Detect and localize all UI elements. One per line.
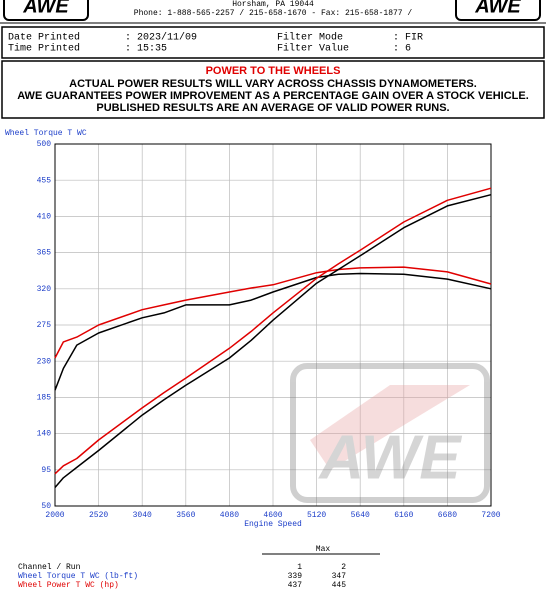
notice-line: AWE GUARANTEES POWER IMPROVEMENT AS A PE… (17, 90, 529, 102)
table-cell: 445 (332, 581, 347, 590)
info-sep: : (393, 33, 399, 44)
y-tick-label: 410 (37, 213, 52, 222)
y-tick-label: 275 (37, 321, 52, 330)
x-tick-label: 2520 (89, 511, 108, 520)
info-value: FIR (405, 33, 423, 44)
x-tick-label: 5640 (351, 511, 370, 520)
info-label: Filter Value (277, 43, 349, 55)
info-value: 6 (405, 44, 411, 55)
info-label: Time Printed (8, 43, 80, 55)
watermark: AWE (290, 363, 490, 503)
y-tick-label: 455 (37, 176, 52, 185)
y-tick-label: 500 (37, 140, 52, 149)
watermark-stripe (310, 385, 470, 470)
y-tick-label: 320 (37, 285, 52, 294)
lines (54, 187, 492, 488)
x-tick-label: 3560 (176, 511, 195, 520)
x-axis-label: Engine Speed (244, 520, 302, 529)
logo-frame (455, 0, 541, 21)
table-cell: 347 (332, 572, 347, 581)
info-label: Filter Mode (277, 32, 343, 44)
table-heading: Max (316, 545, 331, 554)
notice-box (1, 60, 545, 119)
x-tick-label: 6160 (394, 511, 413, 520)
y-tick-label: 365 (37, 249, 52, 258)
y-tick-label: 230 (37, 357, 52, 366)
x-tick-label: 4600 (263, 511, 282, 520)
notice-line: PUBLISHED RESULTS ARE AN AVERAGE OF VALI… (96, 102, 449, 114)
info-sep: : (125, 33, 131, 44)
info-sep: : (125, 44, 131, 55)
series-line (54, 272, 492, 391)
notice-line: ACTUAL POWER RESULTS WILL VARY ACROSS CH… (69, 78, 477, 90)
info-value: 15:35 (137, 44, 167, 55)
x-tick-label: 4080 (220, 511, 239, 520)
series-line (54, 266, 492, 359)
table-cell: Wheel Torque T WC (lb-ft) (18, 572, 138, 581)
series-line (54, 187, 492, 475)
table-cell: Wheel Power T WC (hp) (18, 581, 119, 590)
notice-title: POWER TO THE WHEELS (206, 65, 341, 77)
table-header: 1 (297, 563, 302, 572)
y-tick-label: 185 (37, 394, 52, 403)
x-tick-label: 6680 (438, 511, 457, 520)
info-sep: : (393, 44, 399, 55)
logo: AWE (22, 0, 69, 17)
logo-frame (3, 0, 89, 21)
table-header: Channel / Run (18, 563, 81, 572)
y-tick-label: 95 (41, 466, 51, 475)
x-tick-label: 7200 (481, 511, 500, 520)
watermark-frame (290, 363, 490, 503)
y-axis-label: Wheel Torque T WC (5, 129, 87, 138)
x-tick-label: 5120 (307, 511, 326, 520)
table-cell: 339 (288, 572, 303, 581)
logo: AWE (474, 0, 521, 17)
watermark-text: AWE (317, 423, 462, 492)
info-value: 2023/11/09 (137, 32, 197, 44)
address: Horsham, PA 19044 (232, 0, 314, 9)
series-line (54, 193, 492, 488)
x-tick-label: 3040 (133, 511, 152, 520)
y-tick-label: 50 (41, 502, 51, 511)
x-tick-label: 2000 (45, 511, 64, 520)
info-label: Date Printed (8, 32, 80, 44)
contact: Phone: 1-888-565-2257 / 215-658-1670 - F… (134, 9, 413, 18)
y-tick-label: 140 (37, 430, 52, 439)
table-cell: 437 (288, 581, 303, 590)
plot-frame (54, 143, 492, 507)
info-box (1, 26, 545, 59)
table-header: 2 (341, 563, 346, 572)
